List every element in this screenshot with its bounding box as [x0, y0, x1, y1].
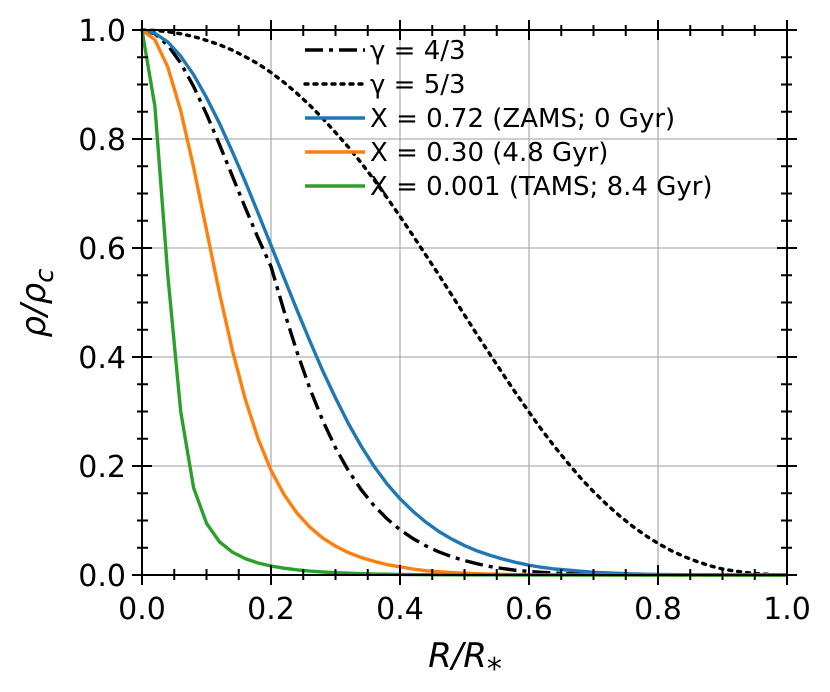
y-axis-label: ρ/ρc: [14, 269, 60, 338]
x-tick-label: 1.0: [763, 592, 811, 627]
axes: 0.0 0.2 0.4 0.6 0.8 1.0 0.0 0.2 0.4 0.6 0.8 1.0: [78, 14, 811, 627]
legend-label-4: X = 0.30 (4.8 Gyr): [370, 138, 608, 168]
x-tick-label: 0.6: [505, 592, 553, 627]
legend-label-1: γ = 4/3: [370, 36, 466, 66]
y-tick-label: 1.0: [78, 14, 126, 49]
x-tick-label: 0.4: [376, 592, 424, 627]
x-tick-label: 0.8: [634, 592, 682, 627]
x-tick-label: 0.2: [247, 592, 295, 627]
series-line-2: [140, 28, 789, 577]
x-axis-label: R/R*: [428, 636, 502, 687]
y-tick-label: 0.2: [78, 450, 126, 485]
y-tick-label: 0.8: [78, 123, 126, 158]
y-tick-label: 0.6: [78, 232, 126, 267]
y-tick-label: 0.4: [78, 341, 126, 376]
legend-label-5: X = 0.001 (TAMS; 8.4 Gyr): [370, 172, 713, 202]
x-tick-label: 0.0: [118, 592, 166, 627]
legend-label-3: X = 0.72 (ZAMS; 0 Gyr): [370, 104, 675, 134]
legend: γ = 4/3 γ = 5/3 X = 0.72 (ZAMS; 0 Gyr) X = …: [303, 36, 713, 202]
legend-label-2: γ = 5/3: [370, 70, 466, 100]
y-tick-label: 0.0: [78, 559, 126, 594]
